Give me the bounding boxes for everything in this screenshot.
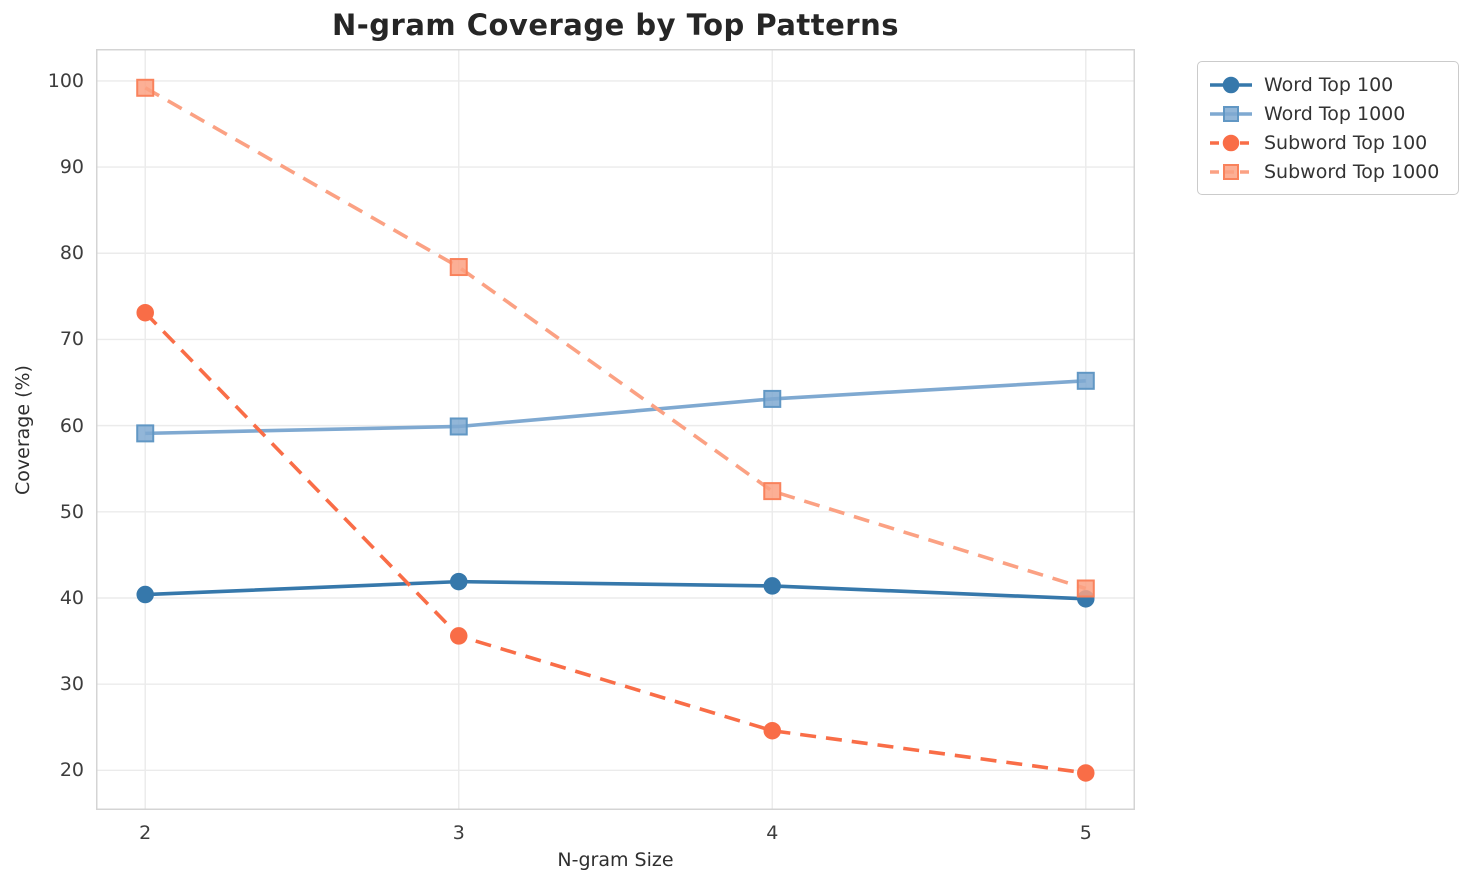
legend-item-subword-top-1000: Subword Top 1000 [1208,157,1448,186]
legend-sample-dashed-circle [1210,134,1252,151]
data-point-subword-top-1000 [449,258,468,277]
data-point-word-top-1000 [763,389,782,408]
x-tick-label: 3 [452,822,465,844]
legend-item-word-top-100: Word Top 100 [1208,70,1448,99]
data-point-subword-top-100 [1077,764,1095,782]
chart-title: N-gram Coverage by Top Patterns [331,8,900,42]
data-point-subword-top-1000 [1076,579,1095,598]
y-tick-label: 30 [59,673,84,696]
y-tick-label: 50 [59,500,84,523]
plot-area [96,49,1135,810]
legend-sample-solid-circle [1210,76,1252,93]
data-point-subword-top-100 [449,627,468,645]
plot-canvas [96,49,1135,810]
x-tick-label: 4 [766,822,779,844]
y-tick-label: 70 [59,328,84,351]
data-point-subword-top-1000 [763,482,782,501]
y-tick-label: 60 [59,414,84,437]
x-tick-label: 5 [1079,822,1092,844]
data-point-word-top-1000 [449,417,468,436]
x-axis-label: N-gram Size [557,849,674,871]
plot-border [96,49,1135,810]
data-point-word-top-1000 [1076,371,1095,390]
legend-sample-dashed-square [1210,163,1252,180]
series-line-word-top-100 [145,579,1086,601]
y-tick-label: 90 [59,156,84,179]
data-point-subword-top-100 [763,721,782,740]
series-line-word-top-1000 [145,379,1086,436]
data-point-word-top-100 [136,585,154,604]
y-tick-label: 100 [47,69,84,92]
series-line-subword-top-100 [143,311,1087,775]
series-line-subword-top-1000 [144,86,1087,591]
legend-label: Word Top 1000 [1264,102,1406,125]
legend-label: Subword Top 1000 [1264,160,1440,183]
data-point-word-top-100 [763,577,782,595]
y-axis-label: Coverage (%) [12,365,34,495]
legend-item-subword-top-100: Subword Top 100 [1208,128,1448,157]
legend-sample-solid-square [1210,105,1252,122]
x-tick-label: 2 [139,822,152,844]
y-tick-label: 20 [59,759,84,782]
data-point-subword-top-100 [136,303,154,322]
legend-label: Subword Top 100 [1264,131,1428,154]
legend-item-word-top-1000: Word Top 1000 [1208,99,1448,128]
y-tick-label: 40 [59,586,84,609]
data-point-word-top-100 [449,572,468,591]
data-point-subword-top-1000 [136,78,155,97]
y-tick-label: 80 [59,242,84,265]
legend-label: Word Top 100 [1264,73,1394,96]
legend: Word Top 100 Word Top 1000 Subword Top 100… [1197,61,1459,195]
data-point-word-top-1000 [136,424,155,443]
